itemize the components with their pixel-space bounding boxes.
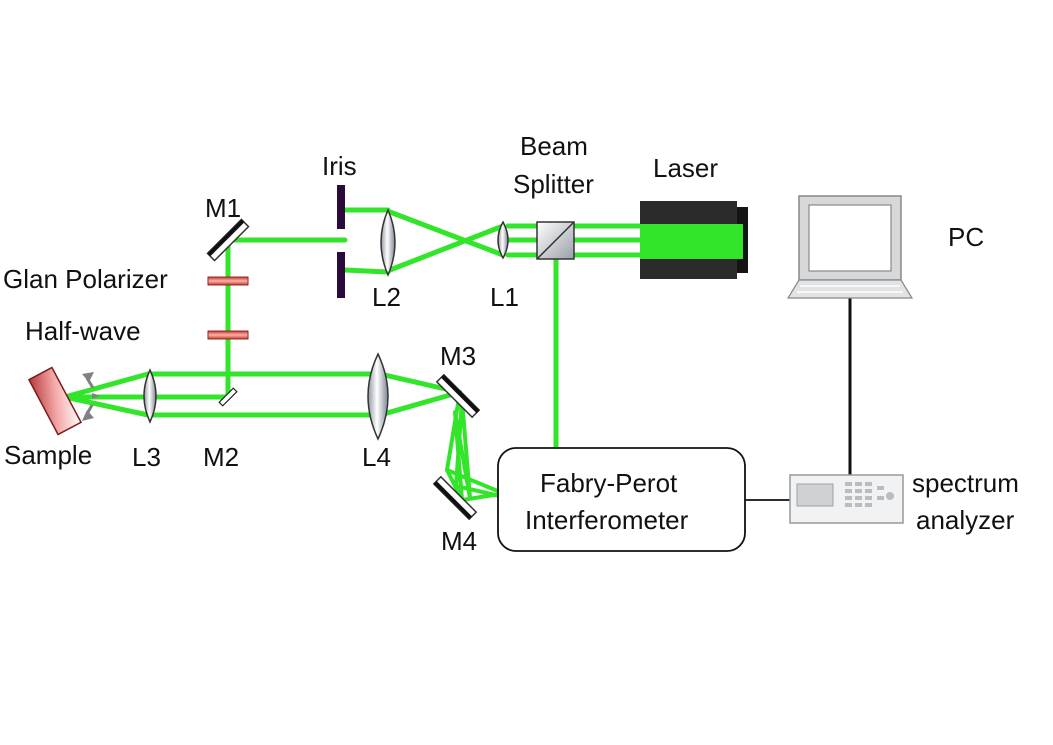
label-m4: M4 — [441, 526, 477, 556]
label-beam-splitter-2: Splitter — [513, 169, 594, 199]
mirror-m2 — [218, 387, 238, 407]
lens-l3 — [143, 368, 157, 424]
label-l4: L4 — [362, 442, 391, 472]
label-l2: L2 — [372, 282, 401, 312]
laser-aperture — [640, 224, 743, 259]
iris — [337, 185, 345, 298]
beam-l4-m3-b — [377, 392, 453, 418]
pc — [786, 195, 914, 299]
spectrum-analyzer — [789, 474, 904, 524]
label-analyzer: analyzer — [916, 505, 1015, 535]
lens-l1 — [497, 220, 509, 260]
beam-sample-a — [62, 371, 151, 400]
beam-splitter-diagonal — [536, 221, 575, 260]
sample — [27, 366, 83, 436]
fabry-perot-interferometer — [497, 447, 746, 552]
half-wave-plate — [207, 330, 249, 340]
label-l1: L1 — [490, 282, 519, 312]
label-m2: M2 — [203, 442, 239, 472]
label-spectrum: spectrum — [912, 468, 1019, 498]
spectrum-analyzer-display — [796, 483, 834, 507]
beam-m4-fp — [445, 468, 502, 502]
label-m3: M3 — [440, 341, 476, 371]
beam-iris-bottom — [342, 267, 391, 275]
lens-l2 — [380, 208, 396, 277]
iris-blade-bottom — [337, 252, 345, 298]
label-beam-splitter-1: Beam — [520, 131, 588, 161]
label-m1: M1 — [205, 193, 241, 223]
lens-l4 — [367, 352, 389, 441]
label-half-wave: Half-wave — [25, 316, 141, 346]
polarization-arrows — [82, 372, 100, 421]
label-laser: Laser — [653, 153, 718, 183]
pc-keyboard — [786, 279, 914, 299]
labels: Iris Beam Splitter Laser M1 Glan Polariz… — [3, 131, 1019, 556]
beam-focus-b — [387, 209, 506, 258]
spectrum-analyzer-knob — [886, 492, 894, 500]
beam-sample-b — [62, 394, 151, 418]
label-iris: Iris — [322, 151, 357, 181]
label-pc: PC — [948, 222, 984, 252]
label-interferometer: Interferometer — [525, 505, 689, 535]
label-l3: L3 — [132, 442, 161, 472]
pc-screen — [808, 204, 892, 272]
label-glan-polarizer: Glan Polarizer — [3, 264, 168, 294]
spectrum-analyzer-buttons — [845, 482, 884, 507]
mirror-m4 — [432, 475, 478, 521]
glan-polarizer — [207, 276, 249, 286]
beam-focus-a — [387, 223, 506, 273]
mirror-m3 — [435, 373, 481, 419]
iris-blade-top — [337, 185, 345, 229]
beam-splitter — [536, 221, 575, 260]
label-fabry-perot: Fabry-Perot — [540, 468, 678, 498]
label-sample: Sample — [4, 440, 92, 470]
laser — [640, 201, 748, 279]
mirror-m1 — [206, 218, 250, 262]
